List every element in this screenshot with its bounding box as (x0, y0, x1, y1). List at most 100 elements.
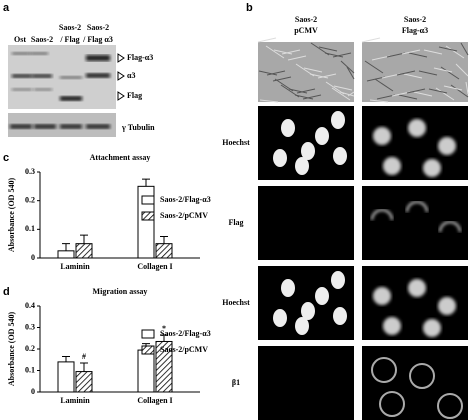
texture (274, 78, 294, 92)
y-tick-label: 0.2 (25, 195, 35, 204)
texture (257, 37, 277, 43)
band (60, 96, 82, 101)
nucleus (373, 287, 391, 305)
row-label: Hoechst (222, 138, 250, 147)
bar (75, 371, 93, 393)
band-label: Flag (127, 91, 142, 100)
y-tick-label: 0.1 (25, 224, 35, 233)
texture (346, 66, 355, 80)
texture (266, 70, 286, 76)
error-bar (80, 234, 88, 244)
legend-swatch (141, 211, 155, 221)
y-axis-label: Absorbance (OD 540) (7, 312, 16, 387)
stain (406, 201, 428, 213)
band (60, 124, 82, 129)
stain (379, 391, 405, 417)
bar (137, 349, 155, 393)
legend-swatch (141, 329, 155, 339)
x-tick-label: Collagen I (137, 262, 172, 271)
texture (294, 94, 314, 100)
panel-label: b (246, 2, 253, 14)
nucleus (383, 157, 401, 175)
texture (325, 81, 345, 95)
texture (280, 84, 300, 98)
band (86, 124, 110, 129)
chart-title: Migration assay (93, 287, 148, 296)
nucleus (423, 319, 441, 337)
error-bar (142, 178, 150, 187)
bar (57, 250, 75, 259)
bar (57, 361, 75, 393)
column-label: Saos-2 (404, 15, 426, 24)
texture (258, 70, 278, 76)
y-axis-label: Absorbance (OD 540) (7, 178, 16, 253)
band (32, 74, 52, 78)
lane-label: Saos-2 (87, 23, 109, 32)
texture (273, 49, 293, 55)
column-label: pCMV (294, 26, 318, 35)
annotation: * (162, 324, 166, 333)
panel-label: a (3, 2, 10, 14)
nucleus (331, 271, 345, 289)
band (34, 124, 56, 129)
arrow (117, 53, 125, 63)
band (10, 124, 32, 129)
texture (406, 88, 426, 94)
legend-label: Saos-2/Flag-α3 (160, 195, 211, 204)
band (86, 55, 110, 61)
texture (310, 42, 330, 56)
texture (428, 88, 448, 94)
nucleus (315, 127, 329, 145)
error-bar (62, 243, 70, 251)
texture (281, 49, 301, 55)
texture (460, 42, 469, 56)
micrograph (258, 346, 354, 420)
nucleus (383, 317, 401, 335)
nucleus (333, 147, 347, 165)
row-label: β1 (232, 378, 240, 387)
texture (303, 67, 323, 73)
texture (398, 94, 418, 100)
row-label: Flag (228, 218, 243, 227)
y-tick-label: 0 (31, 387, 35, 396)
texture (465, 81, 469, 95)
nucleus (281, 279, 295, 297)
texture (324, 52, 344, 58)
texture (445, 45, 465, 59)
band (60, 76, 82, 79)
nucleus (331, 111, 345, 129)
texture (396, 70, 416, 76)
texture (265, 45, 285, 59)
texture (418, 70, 438, 76)
texture (333, 85, 353, 91)
y-tick-label: 0.1 (25, 365, 35, 374)
texture (435, 87, 455, 101)
legend-label: Saos-2/pCMV (160, 211, 208, 220)
texture (438, 46, 458, 52)
nucleus (408, 119, 426, 137)
arrow (117, 71, 125, 81)
texture (272, 76, 292, 82)
y-tick-label: 0.2 (25, 344, 35, 353)
error-bar (160, 334, 168, 342)
stain (371, 209, 393, 221)
stain (371, 357, 397, 383)
bar (75, 243, 93, 259)
texture (423, 49, 443, 55)
panel-label: c (3, 152, 9, 164)
nucleus (438, 137, 456, 155)
y-tick-label: 0.4 (25, 301, 35, 310)
texture (318, 46, 338, 52)
texture (340, 60, 355, 74)
texture (455, 63, 469, 77)
texture (374, 78, 394, 92)
micrograph (258, 186, 354, 260)
nucleus (423, 159, 441, 177)
band (12, 88, 32, 91)
lane-label: Saos-2 (59, 23, 81, 32)
texture (331, 87, 351, 101)
texture (287, 55, 307, 61)
band (86, 73, 110, 78)
